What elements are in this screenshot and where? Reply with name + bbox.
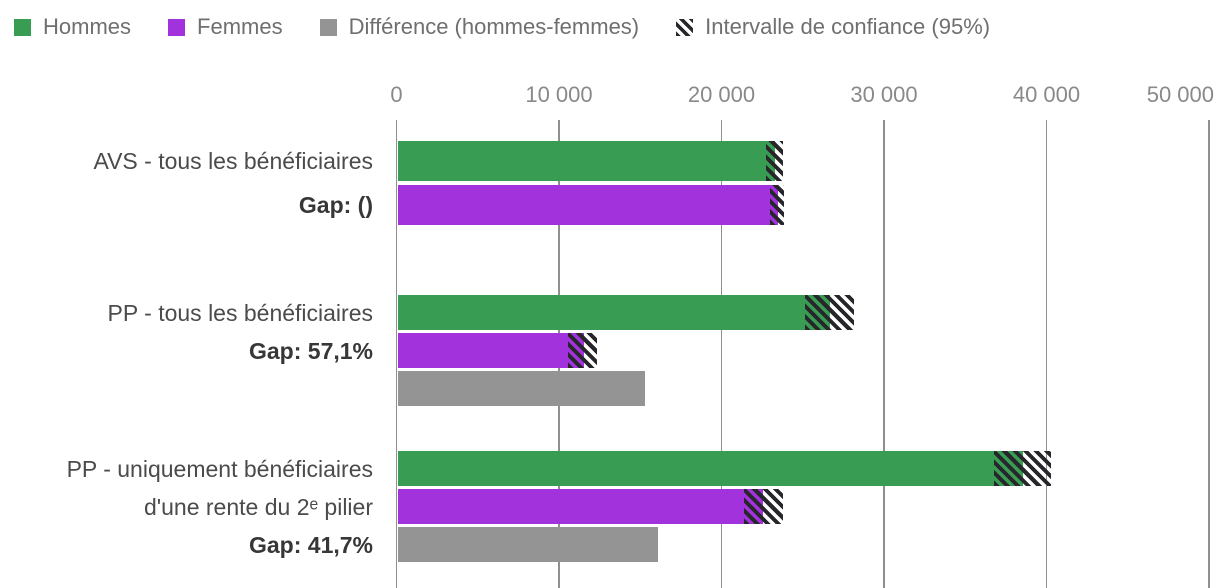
chart-legend: Hommes Femmes Différence (hommes-femmes) In…: [14, 14, 990, 40]
bar-femmes-group-2[interactable]: [397, 489, 783, 524]
legend-item-difference[interactable]: Différence (hommes-femmes): [319, 14, 640, 40]
confidence-interval-hatch: [805, 295, 855, 330]
axis-tick-label: 0: [390, 82, 403, 107]
bar-fill-femmes: [397, 333, 584, 368]
gap-label: Gap: (): [298, 192, 373, 218]
legend-item-hommes[interactable]: Hommes: [14, 14, 131, 40]
legend-item-femmes[interactable]: Femmes: [168, 14, 283, 40]
bar-hommes-group-1[interactable]: [397, 295, 855, 330]
axis-tick-label: 10 000: [525, 82, 593, 107]
axis-tick-label: 30 000: [850, 82, 918, 107]
gridline-0: [395, 120, 398, 588]
color-swatch-icon: [319, 18, 337, 36]
axis-tick-label: 50 000: [1146, 82, 1214, 107]
gridline-40000: [1045, 120, 1048, 588]
category-label: d'une rente du 2ᵉ pilier: [143, 493, 373, 520]
category-label: AVS - tous les bénéficiaires: [93, 148, 373, 174]
legend-item-intervalle-confiance[interactable]: Intervalle de confiance (95%): [676, 14, 990, 40]
legend-label-femmes: Femmes: [197, 14, 283, 39]
confidence-interval-hatch: [769, 185, 785, 225]
confidence-interval-hatch: [766, 141, 783, 181]
bar-difference-group-1[interactable]: [397, 371, 645, 406]
gridline-50000: [1208, 120, 1210, 588]
category-label: PP - uniquement bénéficiaires: [66, 455, 373, 482]
axis-tick-label: 20 000: [687, 82, 756, 107]
category-label: PP - tous les bénéficiaires: [107, 299, 374, 326]
bar-hommes-group-2[interactable]: [397, 451, 1051, 486]
confidence-interval-hatch: [993, 451, 1051, 486]
color-swatch-icon: [14, 18, 31, 36]
bar-fill-difference: [397, 371, 645, 406]
bar-fill-femmes: [397, 489, 764, 524]
hatch-swatch-icon: [676, 18, 694, 36]
bar-fill-difference: [397, 527, 658, 562]
bar-femmes-group-0[interactable]: [397, 185, 785, 225]
confidence-interval-hatch: [568, 333, 598, 368]
confidence-interval-hatch: [743, 489, 783, 524]
color-swatch-icon: [168, 18, 186, 36]
bar-hommes-group-0[interactable]: [397, 141, 783, 181]
gap-label: Gap: 57,1%: [249, 337, 373, 364]
legend-label-difference: Différence (hommes-femmes): [348, 14, 640, 39]
gridline-30000: [883, 120, 885, 588]
bar-femmes-group-1[interactable]: [397, 333, 598, 368]
legend-label-intervalle-confiance: Intervalle de confiance (95%): [705, 14, 991, 39]
bar-fill-hommes: [397, 295, 830, 330]
gridline-20000: [720, 120, 723, 588]
bar-difference-group-2[interactable]: [397, 527, 658, 562]
legend-label-hommes: Hommes: [43, 14, 132, 39]
axis-tick-label: 40 000: [1012, 82, 1081, 107]
bar-fill-femmes: [397, 185, 778, 225]
bar-fill-hommes: [397, 141, 775, 181]
gap-label: Gap: 41,7%: [249, 531, 373, 558]
bar-fill-hommes: [397, 451, 1024, 486]
